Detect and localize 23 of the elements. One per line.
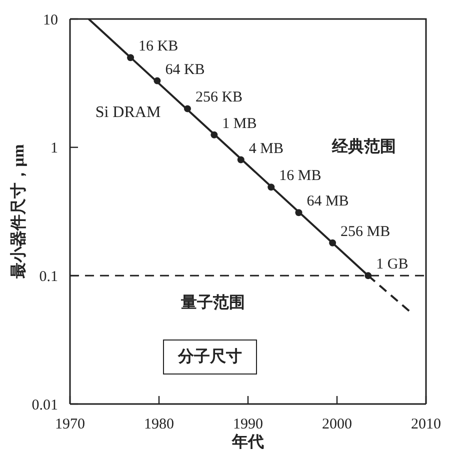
- x-tick-label: 2010: [411, 416, 441, 433]
- annotation: 经典范围: [332, 137, 396, 158]
- y-tick-label: 0.1: [39, 268, 58, 285]
- x-tick-label: 1970: [55, 416, 85, 433]
- annotation: 1 MB: [222, 116, 257, 132]
- y-axis-title: 最小器件尺寸，μm: [10, 144, 28, 280]
- annotation: 64 KB: [165, 62, 205, 78]
- annotation: 分子尺寸: [163, 340, 257, 374]
- x-tick-label: 2000: [322, 416, 352, 433]
- annotation: 量子范围: [181, 293, 245, 314]
- annotation: Si DRAM: [95, 104, 161, 122]
- annotation: 256 MB: [340, 224, 390, 240]
- y-tick-label: 1: [50, 140, 58, 157]
- annotation: 16 MB: [279, 168, 322, 184]
- annotation: 1 GB: [376, 256, 408, 273]
- annotation: 256 KB: [195, 90, 243, 106]
- x-tick-label: 1980: [144, 416, 174, 433]
- x-tick-label: 1990: [233, 416, 263, 433]
- annotation: 4 MB: [248, 140, 284, 157]
- annotation: 64 MB: [306, 194, 349, 210]
- y-tick-label: 0.01: [32, 397, 58, 414]
- y-tick-label: 10: [43, 12, 58, 28]
- annotation: 16 KB: [138, 38, 178, 55]
